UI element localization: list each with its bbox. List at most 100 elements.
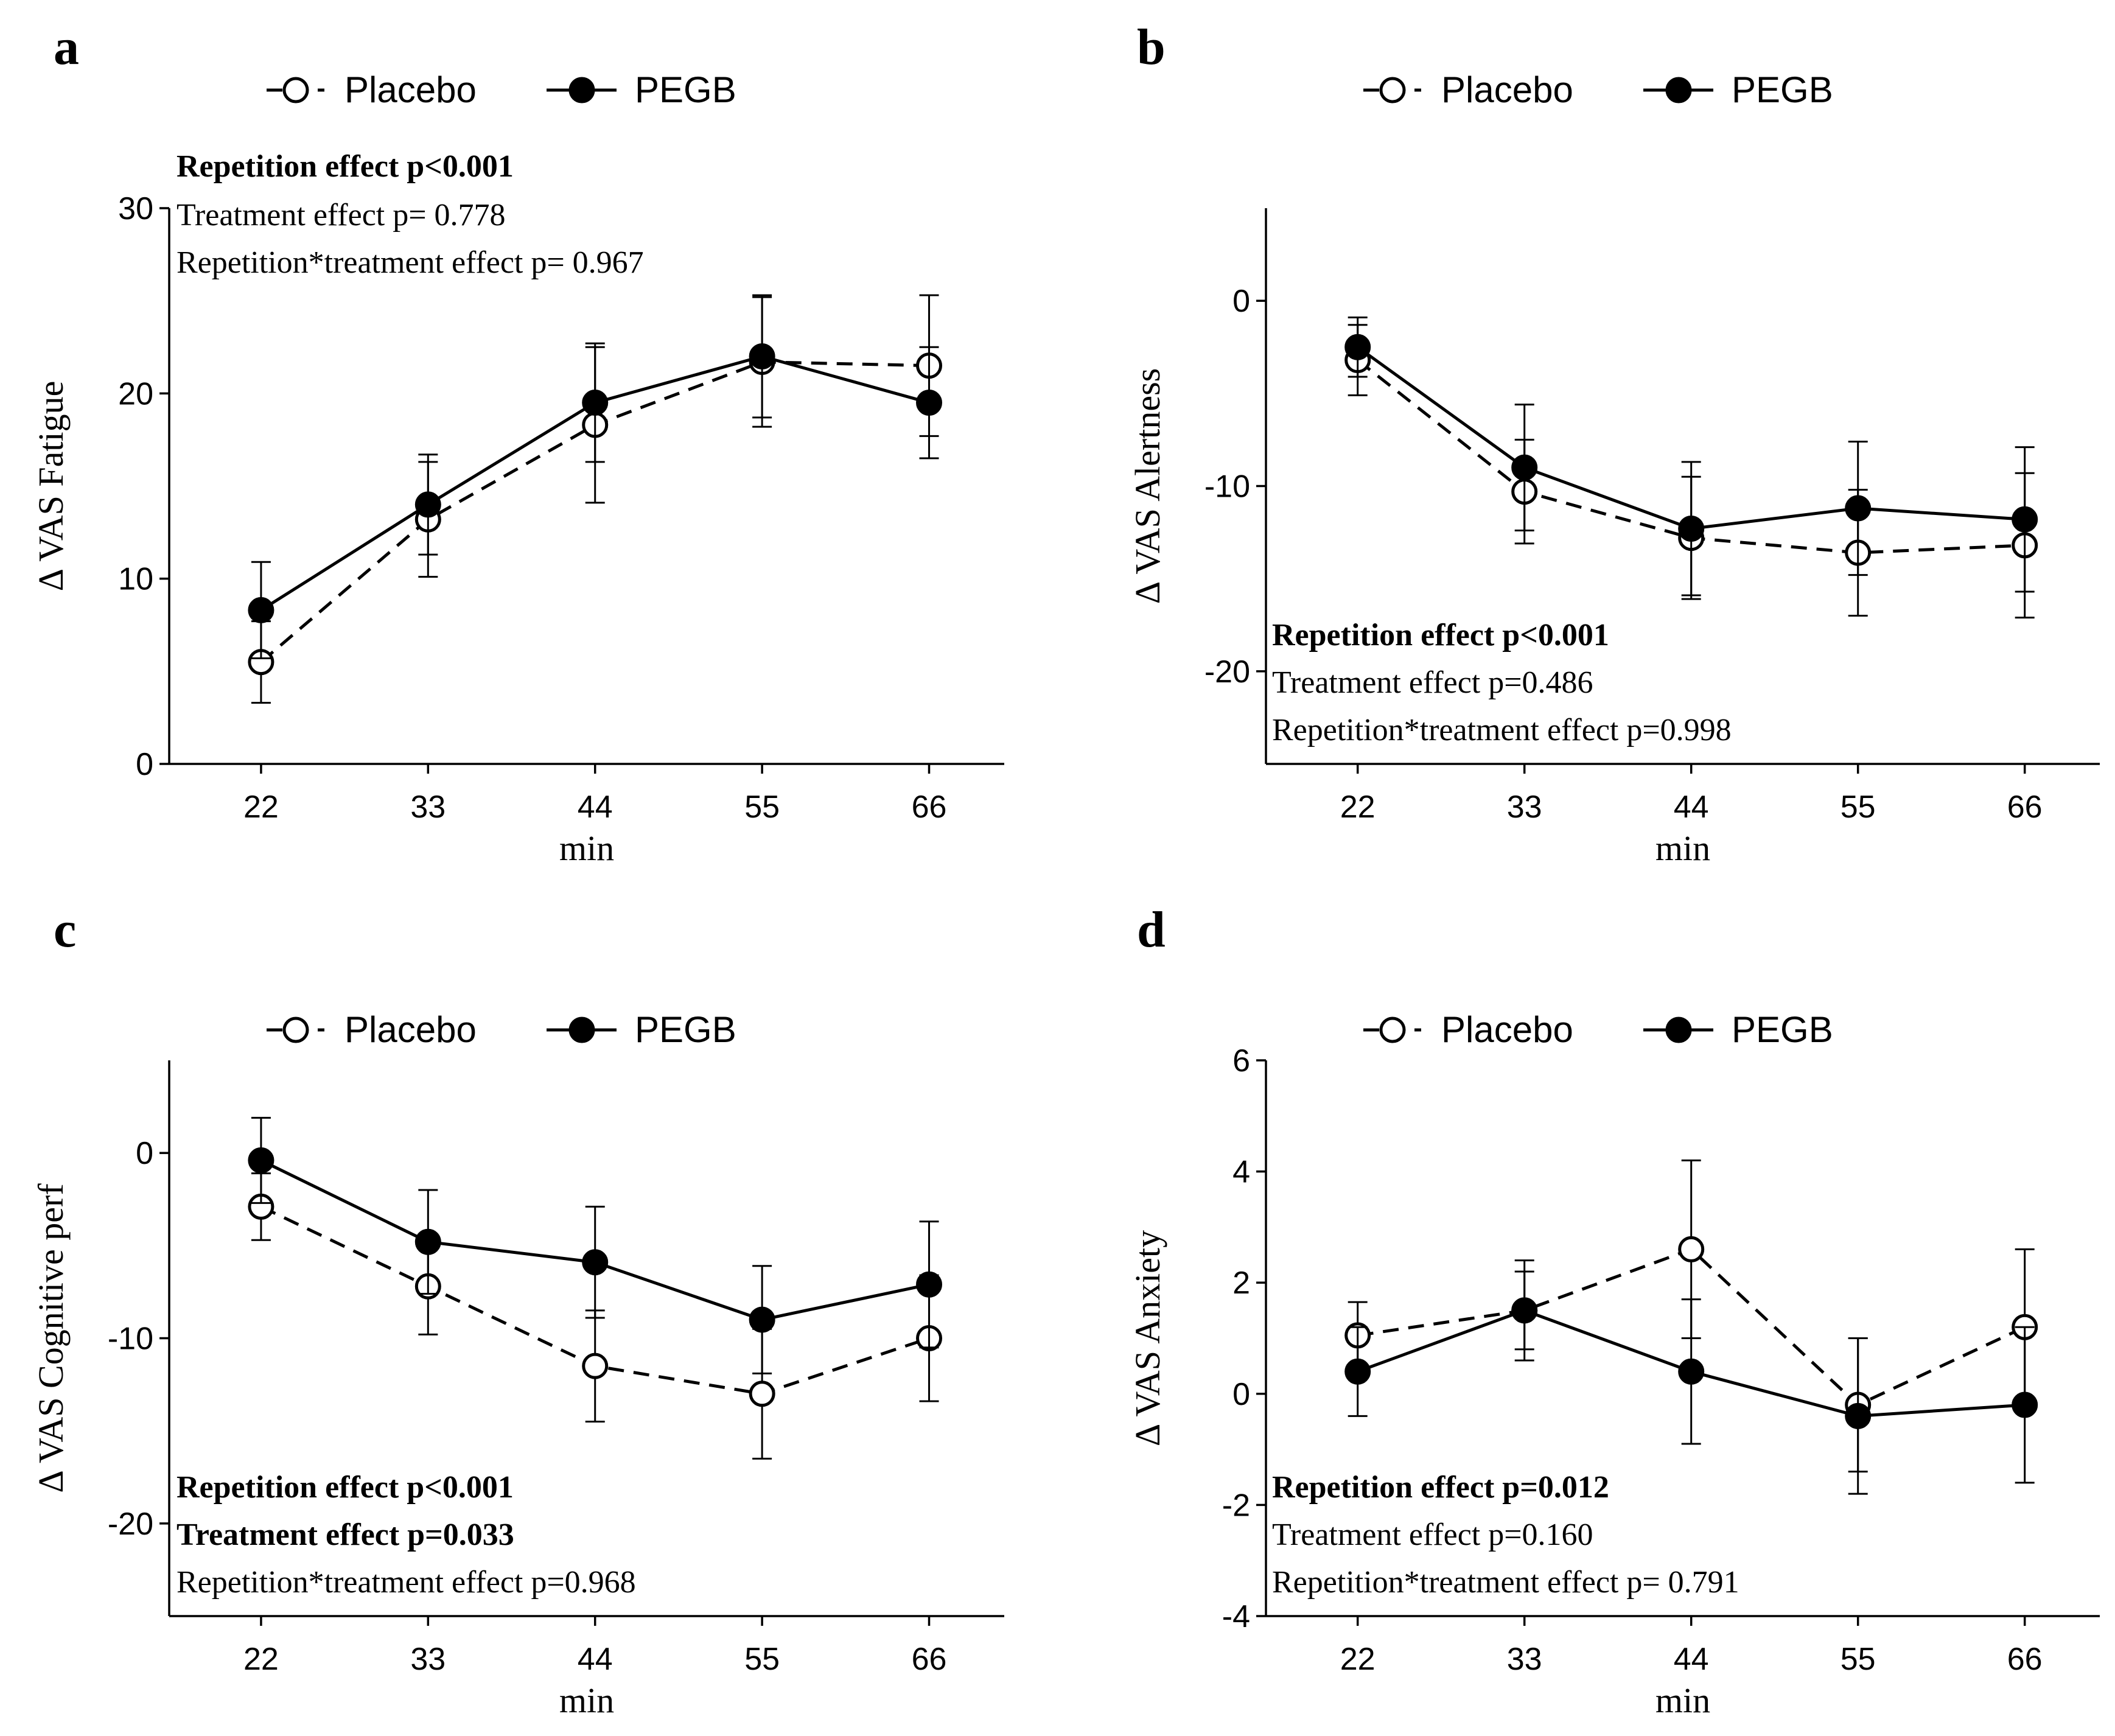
pegb-point [1344,1358,1371,1385]
x-tick-label: 55 [1841,789,1876,825]
y-tick-label: 0 [136,747,153,782]
x-tick-label: 44 [578,789,613,825]
y-tick-label: -10 [108,1321,153,1357]
x-tick-label: 66 [2007,1642,2043,1677]
pegb-point [916,390,943,416]
placebo-point [1678,1236,1705,1262]
pegb-point [2012,1391,2038,1418]
pegb-point [1845,495,1872,522]
y-tick-label: 20 [118,376,153,411]
legend-pegb-marker [1665,77,1692,103]
x-tick-label: 55 [744,1642,780,1677]
y-tick-label: 2 [1232,1265,1250,1301]
x-tick-label: 55 [744,789,780,825]
stat-annotation: Treatment effect p=0.160 [1272,1517,1593,1552]
legend-pegb-marker [568,1017,595,1043]
pegb-point [248,1147,274,1174]
x-tick-label: 22 [243,789,279,825]
x-tick-label: 66 [912,789,947,825]
panel-letter: c [54,901,76,958]
stat-annotation: Repetition*treatment effect p= 0.791 [1272,1565,1739,1600]
x-tick-label: 66 [2007,789,2043,825]
pegb-point [1678,515,1705,542]
x-tick-label: 44 [1674,789,1709,825]
legend-placebo-label: Placebo [344,1009,477,1050]
stat-annotation: Repetition*treatment effect p=0.998 [1272,713,1732,747]
legend-placebo-marker [282,77,309,103]
panel-c: c Placebo PEGB -20 -10 0 22 33 44 55 66 min Δ VAS Co… [31,901,1004,1720]
stat-annotation: Repetition*treatment effect p=0.968 [177,1565,636,1600]
x-axis-title: min [559,1681,614,1720]
legend: Placebo PEGB [267,1009,736,1050]
y-axis-title: Δ VAS Anxiety [1128,1230,1167,1446]
pegb-point [1511,454,1538,481]
placebo-point [582,1353,609,1379]
x-tick-label: 22 [243,1642,279,1677]
legend: Placebo PEGB [1363,1009,1833,1050]
panel-a: a Placebo PEGB 0 10 20 30 22 33 44 55 66 min Δ VAS Fa… [31,19,1004,868]
pegb-point [582,1249,609,1276]
y-axis-title: Δ VAS Cognitive perf [31,1183,71,1493]
legend-pegb-label: PEGB [1732,1009,1833,1050]
legend-placebo-label: Placebo [1441,69,1573,110]
legend-pegb-label: PEGB [635,69,736,110]
y-axis-title: Δ VAS Alertness [1128,368,1167,604]
x-tick-label: 33 [1507,789,1542,825]
pegb-point [1678,1358,1705,1385]
legend-pegb-marker [1665,1017,1692,1043]
y-tick-label: 0 [1232,284,1250,319]
panel-d: d Placebo PEGB -4 -2 0 2 4 6 22 33 44 55 66 min Δ VAS A… [1128,901,2100,1720]
legend-pegb-marker [568,77,595,103]
y-tick-label: 4 [1232,1155,1250,1190]
series-pegb [248,294,943,660]
pegb-point [582,390,609,416]
y-axis-title: Δ VAS Fatigue [31,381,71,592]
legend: Placebo PEGB [1363,69,1833,110]
series-pegb [248,1116,943,1374]
pegb-point [749,1306,775,1333]
stat-annotation: Repetition effect p=0.012 [1272,1470,1609,1505]
y-tick-label: -4 [1222,1599,1250,1634]
stat-annotation: Repetition effect p<0.001 [177,149,514,184]
x-tick-label: 22 [1340,789,1376,825]
x-tick-label: 55 [1841,1642,1876,1677]
series-pegb [1344,317,2038,597]
y-tick-label: 10 [118,562,153,597]
legend: Placebo PEGB [267,69,736,110]
y-tick-label: -20 [1204,654,1250,690]
panel-letter: a [54,19,79,75]
pegb-point [1344,334,1371,360]
y-tick-label: 0 [136,1136,153,1171]
pegb-point [2012,506,2038,533]
y-tick-label: -20 [108,1507,153,1542]
pegb-point [1845,1402,1872,1429]
legend-placebo-marker [1379,1017,1406,1043]
x-tick-label: 44 [1674,1642,1709,1677]
legend-placebo-label: Placebo [344,69,477,110]
pegb-point [414,1228,441,1255]
pegb-point [749,343,775,369]
stat-annotation: Repetition effect p<0.001 [1272,618,1609,653]
x-tick-label: 44 [578,1642,613,1677]
x-axis-title: min [1655,828,1710,868]
y-tick-label: 0 [1232,1377,1250,1412]
y-tick-label: 30 [118,191,153,226]
stat-annotation: Treatment effect p=0.033 [177,1517,514,1552]
legend-placebo-marker [1379,77,1406,103]
stat-annotation: Repetition effect p<0.001 [177,1470,514,1505]
placebo-point [749,1381,775,1407]
x-tick-label: 66 [912,1642,947,1677]
stat-annotation: Treatment effect p=0.486 [1272,665,1593,700]
y-tick-label: -2 [1222,1488,1250,1523]
pegb-point [1511,1297,1538,1324]
stat-annotation: Treatment effect p= 0.778 [177,198,506,233]
y-tick-label: 6 [1232,1043,1250,1079]
series-pegb [1344,1270,2038,1495]
x-axis-title: min [559,828,614,868]
legend-placebo-marker [282,1017,309,1043]
panel-letter: b [1137,19,1166,75]
legend-pegb-label: PEGB [1732,69,1833,110]
legend-placebo-label: Placebo [1441,1009,1573,1050]
pegb-point [916,1271,943,1298]
